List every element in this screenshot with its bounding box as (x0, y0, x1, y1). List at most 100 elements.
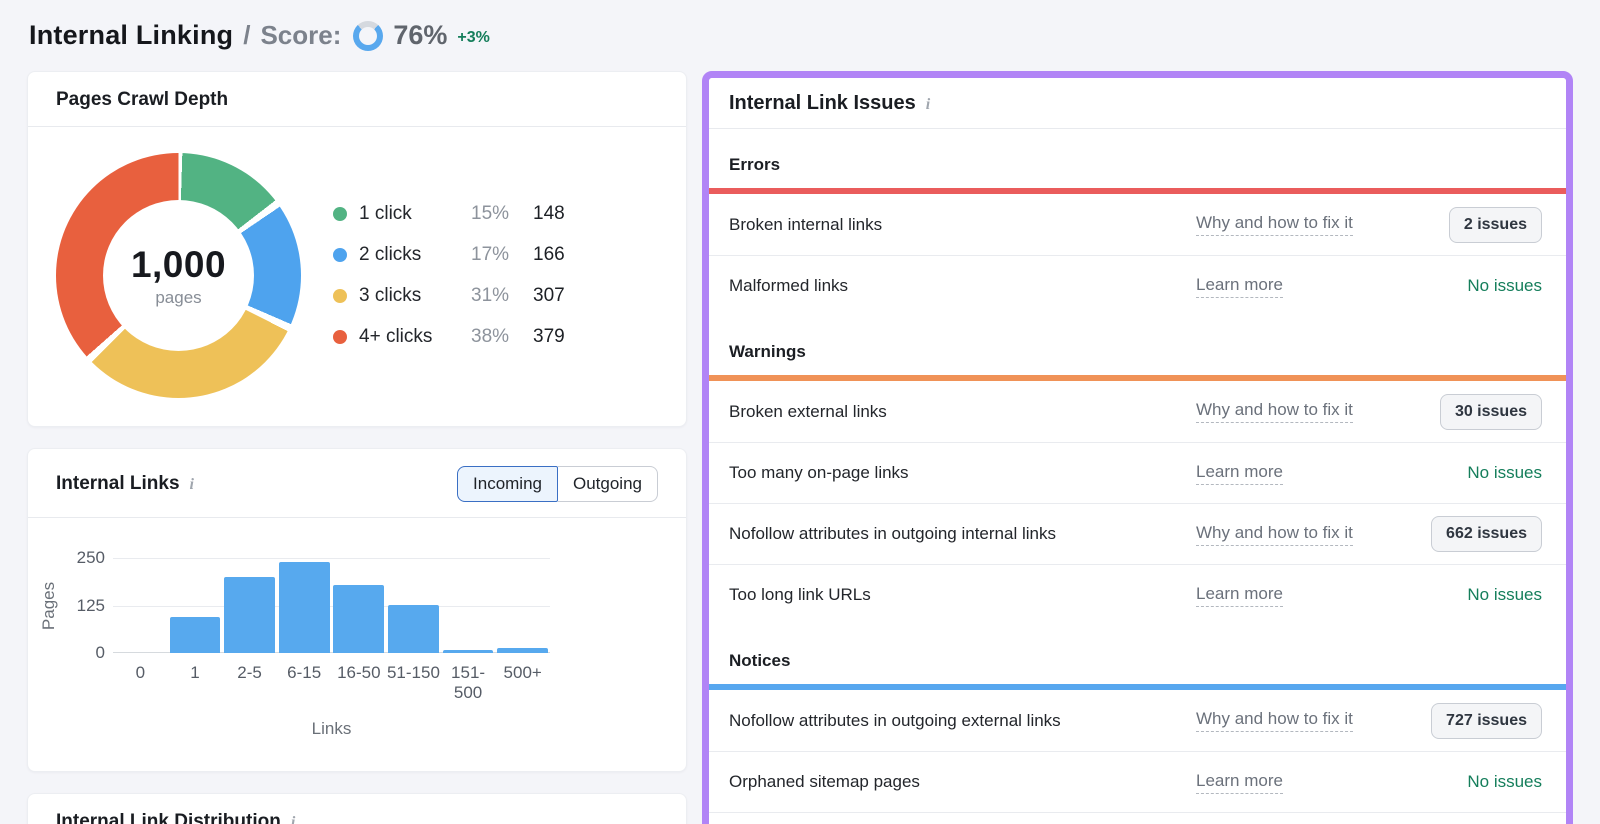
legend-count: 148 (533, 203, 565, 224)
learn-more-link[interactable]: Learn more (1196, 275, 1283, 298)
bar[interactable] (442, 649, 494, 653)
pages-crawl-depth-panel: Pages Crawl Depth 1,000 pages 1 click 15… (27, 71, 687, 427)
legend-label: 4+ clicks (359, 326, 433, 347)
crawl-depth-donut-chart[interactable]: 1,000 pages (56, 153, 301, 398)
legend-label: 1 click (359, 203, 412, 224)
bar-column-51-150[interactable] (386, 558, 441, 653)
issues-count-button[interactable]: 2 issues (1448, 206, 1542, 243)
issue-label: Broken external links (729, 401, 887, 421)
y-axis-title: Pages (39, 581, 59, 630)
x-axis-baseline (113, 652, 550, 653)
issue-label: Nofollow attributes in outgoing external… (729, 710, 1061, 730)
x-axis-title: Links (311, 719, 352, 738)
internal-link-issues-title: Internal Link Issues (729, 92, 916, 114)
x-tick: 6-15 (287, 663, 322, 682)
legend-dot-1-click (333, 207, 347, 221)
issue-row-too-many-on-page-links: Too many on-page links Learn more No iss… (709, 442, 1566, 503)
learn-more-link[interactable]: Learn more (1196, 584, 1283, 607)
legend-dot-3-clicks (333, 289, 347, 303)
divider (709, 128, 1566, 129)
no-issues-status: No issues (1467, 463, 1542, 482)
plot-area (113, 558, 550, 653)
legend-dot-4plus-clicks (333, 330, 347, 344)
donut-center: 1,000 pages (103, 200, 254, 351)
bar[interactable] (388, 605, 439, 653)
bar[interactable] (224, 577, 275, 653)
internal-links-title: Internal Links (56, 473, 180, 494)
notices-section: Notices Nofollow attributes in outgoing … (709, 651, 1566, 813)
warnings-section-label: Warnings (729, 342, 806, 361)
x-tick: 2-5 (237, 663, 262, 682)
legend-percent: 15% (471, 203, 510, 224)
y-axis-ticks: 250 125 0 (70, 548, 113, 662)
legend-label: 2 clicks (359, 244, 422, 265)
issue-row-nofollow-outgoing-external-links: Nofollow attributes in outgoing external… (709, 690, 1566, 751)
bars (113, 558, 550, 653)
internal-link-issues-panel: Internal Link Issues i Errors Broken int… (709, 78, 1566, 824)
bar[interactable] (169, 616, 221, 653)
bar-column-500+[interactable] (495, 558, 550, 653)
legend-label: 3 clicks (359, 285, 422, 306)
bar-column-2-5[interactable] (222, 558, 277, 653)
page-title: Internal Linking (29, 20, 234, 50)
info-icon[interactable]: i (925, 96, 931, 113)
score-value: 76% (393, 20, 448, 50)
legend-count: 307 (533, 285, 565, 306)
y-tick: 125 (76, 595, 105, 615)
issue-label: Orphaned sitemap pages (729, 772, 920, 791)
issues-count-button[interactable]: 662 issues (1431, 516, 1542, 552)
bar-column-1[interactable] (168, 558, 223, 653)
why-how-to-fix-link[interactable]: Why and how to fix it (1196, 709, 1353, 732)
incoming-outgoing-toggle: Incoming Outgoing (457, 466, 658, 502)
x-tick: 16-50 (337, 663, 381, 682)
why-how-to-fix-link[interactable]: Why and how to fix it (1196, 523, 1353, 546)
why-how-to-fix-link[interactable]: Why and how to fix it (1196, 213, 1353, 236)
x-tick: 0 (135, 663, 146, 682)
bar-column-6-15[interactable] (277, 558, 332, 653)
legend-dot-2-clicks (333, 248, 347, 262)
bar-column-16-50[interactable] (332, 558, 387, 653)
no-issues-status: No issues (1467, 585, 1542, 604)
x-tick: 51-150 (386, 663, 440, 682)
legend-count: 379 (533, 326, 565, 347)
bar[interactable] (278, 561, 330, 653)
x-axis-ticks: 0 1 2-5 6-15 16-50 51-150 151-500 500+ (113, 663, 550, 703)
y-tick: 250 (76, 548, 105, 567)
notices-section-label: Notices (729, 651, 791, 670)
toggle-incoming-button[interactable]: Incoming (457, 466, 558, 502)
divider (709, 812, 1566, 813)
internal-link-distribution-title: Internal Link Distribution (56, 811, 281, 824)
score-label: Score: (260, 20, 342, 50)
issue-label: Too many on-page links (729, 463, 909, 482)
pages-crawl-depth-title: Pages Crawl Depth (56, 89, 229, 110)
errors-severity-bar (709, 188, 1566, 194)
donut-total-value: 1,000 (130, 243, 227, 285)
issue-row-nofollow-outgoing-internal-links: Nofollow attributes in outgoing internal… (709, 503, 1566, 564)
learn-more-link[interactable]: Learn more (1196, 771, 1283, 794)
bar-column-151-500[interactable] (441, 558, 496, 653)
issue-label: Nofollow attributes in outgoing internal… (729, 524, 1056, 543)
issue-row-too-long-link-urls: Too long link URLs Learn more No issues (709, 564, 1566, 625)
legend-percent: 31% (471, 285, 510, 306)
info-icon[interactable]: i (290, 814, 296, 824)
issue-row-malformed-links: Malformed links Learn more No issues (709, 255, 1566, 316)
issue-label: Broken internal links (729, 214, 883, 234)
bar[interactable] (497, 648, 549, 653)
info-icon[interactable]: i (189, 476, 194, 493)
learn-more-link[interactable]: Learn more (1196, 462, 1283, 485)
divider (28, 126, 686, 127)
legend-percent: 17% (471, 244, 510, 265)
issues-count-button[interactable]: 30 issues (1439, 393, 1542, 430)
bar[interactable] (333, 584, 385, 653)
divider (28, 517, 686, 518)
no-issues-status: No issues (1467, 772, 1542, 791)
issue-row-orphaned-sitemap-pages: Orphaned sitemap pages Learn more No iss… (709, 751, 1566, 812)
title-separator: / (243, 20, 251, 50)
gridline-125 (113, 605, 550, 607)
bar-column-0[interactable] (113, 558, 168, 653)
why-how-to-fix-link[interactable]: Why and how to fix it (1196, 400, 1353, 423)
toggle-outgoing-button[interactable]: Outgoing (558, 466, 658, 502)
issues-count-button[interactable]: 727 issues (1431, 702, 1542, 739)
issue-row-broken-internal-links: Broken internal links Why and how to fix… (709, 194, 1566, 255)
